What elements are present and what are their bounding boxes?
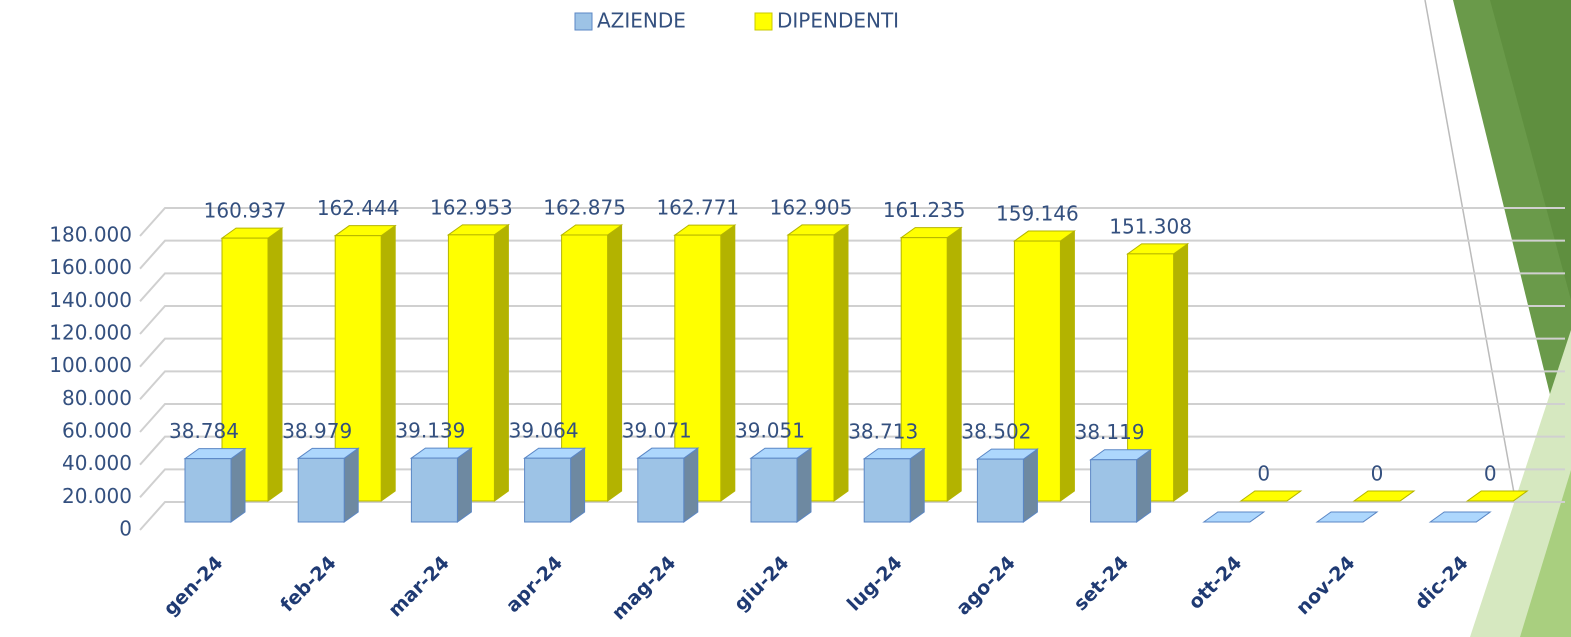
bar-side xyxy=(684,448,698,522)
bar-side xyxy=(721,225,735,501)
value-label: 38.784 xyxy=(169,419,239,443)
x-tick-label: feb-24 xyxy=(276,552,340,616)
value-label: 39.051 xyxy=(735,419,805,443)
bar-side xyxy=(268,228,282,501)
bar-top xyxy=(1241,491,1301,501)
value-label: 38.979 xyxy=(282,419,352,443)
plot: 0 20.000 40.000 60.000 80.000 100.000 120.000 1… xyxy=(49,9,1565,625)
x-tick-label: nov-24 xyxy=(1292,552,1359,619)
x-tick-label: dic-24 xyxy=(1411,552,1473,614)
legend-label: AZIENDE xyxy=(597,9,686,33)
x-tick-label: set-24 xyxy=(1070,552,1133,615)
bar-side xyxy=(947,228,961,501)
value-label: 159.146 xyxy=(996,202,1079,226)
value-label: 38.119 xyxy=(1075,420,1145,444)
value-label: 38.713 xyxy=(848,419,918,443)
bar-side xyxy=(1060,231,1074,501)
bar-side xyxy=(1023,449,1037,522)
value-label: 162.905 xyxy=(770,195,853,219)
x-tick-label: giu-24 xyxy=(730,552,794,616)
bar-top xyxy=(1430,512,1490,522)
y-tick-label: 160.000 xyxy=(49,255,132,279)
bar xyxy=(751,458,797,522)
legend-swatch xyxy=(575,13,592,30)
x-tick-label: lug-24 xyxy=(843,552,907,616)
value-label: 39.064 xyxy=(509,419,579,443)
bar-side xyxy=(1174,244,1188,501)
bar xyxy=(638,458,684,522)
value-label: 0 xyxy=(1484,462,1497,486)
x-tick-label: ago-24 xyxy=(952,552,1020,620)
value-label: 0 xyxy=(1257,462,1270,486)
y-tick-label: 40.000 xyxy=(62,451,132,475)
chart: 0 20.000 40.000 60.000 80.000 100.000 120.000 1… xyxy=(0,0,1571,637)
bar-top xyxy=(1354,491,1414,501)
bar xyxy=(185,459,231,522)
y-tick-label: 20.000 xyxy=(62,484,132,508)
bar-side xyxy=(231,449,245,522)
x-tick-label: apr-24 xyxy=(502,552,567,617)
bar-top xyxy=(1204,512,1264,522)
value-label: 0 xyxy=(1371,462,1384,486)
y-tick-label: 140.000 xyxy=(49,288,132,312)
value-label: 162.875 xyxy=(543,195,626,219)
legend-label: DIPENDENTI xyxy=(777,9,899,33)
x-tick-label: mar-24 xyxy=(384,552,454,622)
bar xyxy=(411,458,457,522)
x-tick-label: mag-24 xyxy=(608,552,681,625)
value-label: 160.937 xyxy=(204,199,287,223)
bar-side xyxy=(797,448,811,522)
x-tick-label: gen-24 xyxy=(159,552,227,620)
value-label: 162.953 xyxy=(430,195,513,219)
value-label: 151.308 xyxy=(1109,214,1192,238)
y-tick-label: 120.000 xyxy=(49,321,132,345)
value-label: 162.771 xyxy=(656,196,739,220)
y-tick-label: 180.000 xyxy=(49,223,132,247)
value-label: 161.235 xyxy=(883,198,966,222)
bar xyxy=(977,459,1023,522)
legend-swatch xyxy=(755,13,772,30)
y-tick-label: 100.000 xyxy=(49,353,132,377)
x-tick-label: ott-24 xyxy=(1184,552,1246,614)
y-tick-label: 0 xyxy=(119,517,132,541)
bar xyxy=(298,458,344,522)
bar-side xyxy=(457,448,471,522)
bar-side xyxy=(494,225,508,501)
value-label: 38.502 xyxy=(961,420,1031,444)
bar xyxy=(525,458,571,522)
bar-side xyxy=(910,449,924,522)
value-label: 39.071 xyxy=(622,419,692,443)
y-tick-label: 80.000 xyxy=(62,386,132,410)
bar xyxy=(864,459,910,522)
bar-side xyxy=(344,448,358,522)
y-tick-label: 60.000 xyxy=(62,419,132,443)
value-label: 162.444 xyxy=(317,196,400,220)
bar-side xyxy=(608,225,622,501)
bar-side xyxy=(1137,450,1151,522)
bar-side xyxy=(834,225,848,501)
bar-top xyxy=(1317,512,1377,522)
bar-side xyxy=(381,226,395,501)
bar xyxy=(1091,460,1137,522)
value-label: 39.139 xyxy=(395,419,465,443)
bar-side xyxy=(571,448,585,522)
